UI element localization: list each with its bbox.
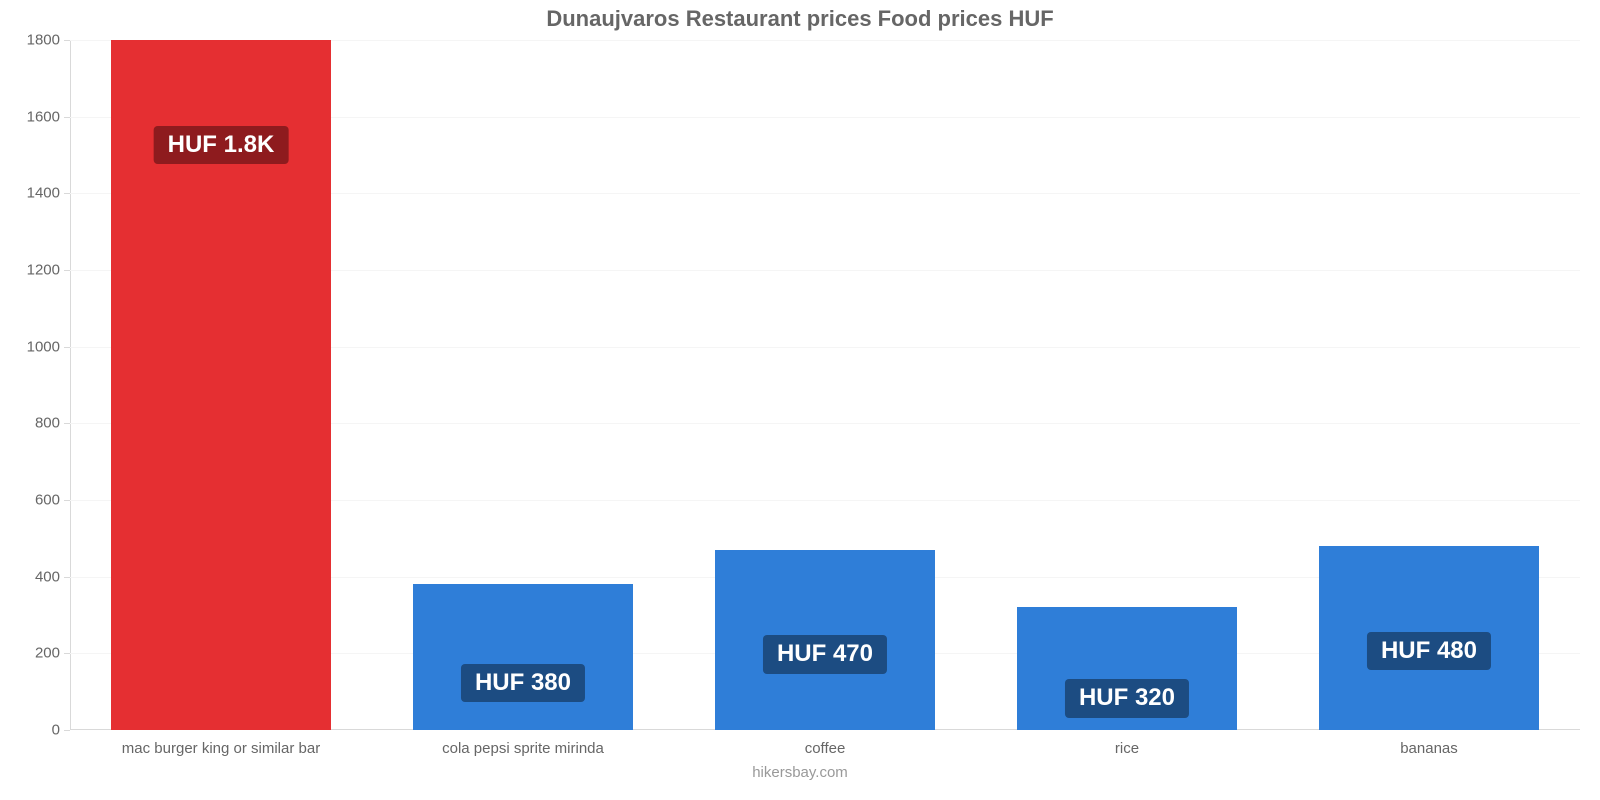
y-tick-label: 1400 <box>27 185 70 202</box>
x-tick-label: cola pepsi sprite mirinda <box>442 730 604 757</box>
bar: HUF 1.8K <box>111 40 331 730</box>
bar-value-badge: HUF 480 <box>1367 632 1491 670</box>
bar-value-badge: HUF 380 <box>461 664 585 702</box>
chart-title: Dunaujvaros Restaurant prices Food price… <box>0 0 1600 32</box>
price-bar-chart: Dunaujvaros Restaurant prices Food price… <box>0 0 1600 800</box>
y-tick-label: 200 <box>35 645 70 662</box>
x-tick-label: bananas <box>1400 730 1458 757</box>
y-tick-label: 1600 <box>27 108 70 125</box>
bar: HUF 470 <box>715 550 935 730</box>
bar: HUF 480 <box>1319 546 1539 730</box>
bar: HUF 380 <box>413 584 633 730</box>
y-tick-label: 0 <box>52 722 70 739</box>
source-attribution: hikersbay.com <box>752 764 848 781</box>
y-tick-label: 800 <box>35 415 70 432</box>
x-tick-label: rice <box>1115 730 1139 757</box>
plot-area: 020040060080010001200140016001800HUF 1.8… <box>70 40 1580 730</box>
bar-value-badge: HUF 470 <box>763 635 887 673</box>
y-tick-label: 1000 <box>27 338 70 355</box>
y-tick-label: 1800 <box>27 32 70 49</box>
y-tick-label: 400 <box>35 568 70 585</box>
x-tick-label: coffee <box>805 730 846 757</box>
y-tick-label: 600 <box>35 492 70 509</box>
bar-value-badge: HUF 320 <box>1065 679 1189 717</box>
y-axis-line <box>70 40 71 730</box>
y-tick-label: 1200 <box>27 262 70 279</box>
bar: HUF 320 <box>1017 607 1237 730</box>
x-tick-label: mac burger king or similar bar <box>122 730 320 757</box>
bar-value-badge: HUF 1.8K <box>154 126 289 164</box>
